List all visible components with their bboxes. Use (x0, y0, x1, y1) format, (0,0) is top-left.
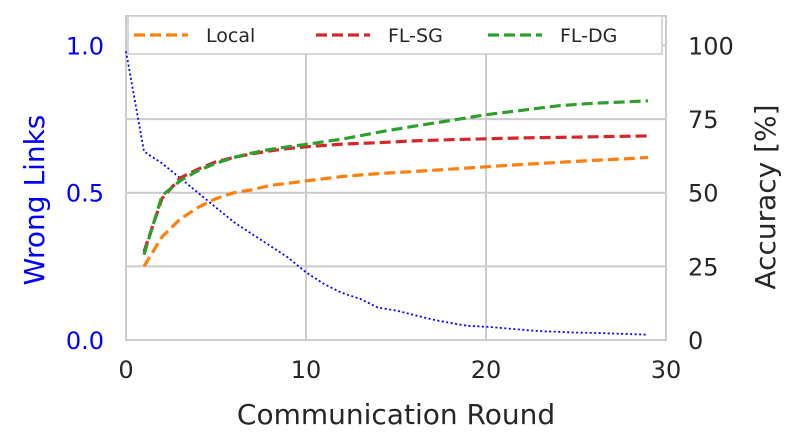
series-line-fl-sg (142, 134, 649, 253)
legend-label-fl-dg: FL-DG (560, 25, 617, 47)
right-y-tick-label: 50 (688, 180, 719, 208)
legend-label-local: Local (206, 25, 255, 47)
x-axis-label: Communication Round (237, 398, 555, 431)
x-tick-label: 10 (291, 356, 322, 384)
left-y-tick-label: 0.0 (66, 327, 104, 355)
right-y-tick-label: 25 (688, 253, 719, 281)
left-y-tick-label: 1.0 (66, 32, 104, 60)
x-tick-label: 0 (118, 356, 133, 384)
legend: Local FL-SG FL-DG (127, 15, 663, 55)
x-tick-label: 30 (651, 356, 682, 384)
left-y-tick-label: 0.5 (66, 180, 104, 208)
series-line-local (142, 155, 649, 268)
x-tick-label: 20 (471, 356, 502, 384)
right-y-axis-label: Accuracy [%] (749, 104, 782, 289)
right-y-tick-label: 100 (688, 32, 734, 60)
series-line-wrong-links (125, 51, 649, 336)
ticks: 0 10 20 30 0.0 0.5 1.0 0 25 50 75 100 (66, 32, 734, 384)
series-line-fl-dg (142, 99, 649, 256)
right-y-tick-label: 0 (688, 327, 703, 355)
right-y-tick-label: 75 (688, 106, 719, 134)
legend-box (127, 15, 663, 55)
plot-area (125, 15, 667, 341)
legend-label-fl-sg: FL-SG (388, 25, 443, 47)
data-lines (125, 51, 649, 336)
left-y-axis-label: Wrong Links (18, 115, 51, 286)
